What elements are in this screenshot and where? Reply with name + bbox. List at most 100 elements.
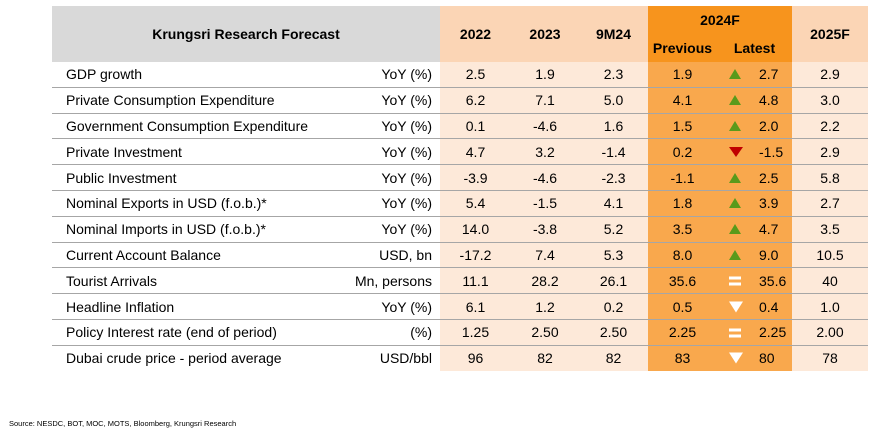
value-previous: 2.25 (648, 319, 717, 346)
latest-cell: -1.5 (717, 138, 792, 166)
latest-cell: 2.7 (717, 62, 792, 88)
unit-label: YoY (%) (347, 113, 440, 140)
value-2025f: 2.2 (792, 113, 868, 140)
value-9m24: 82 (579, 345, 648, 371)
value-2025f: 2.00 (792, 319, 868, 346)
header-row-2: Previous Latest (52, 34, 868, 62)
header-2022: 2022 (440, 6, 511, 62)
value-2025f: 2.9 (792, 62, 868, 88)
latest-cell: 2.0 (717, 113, 792, 140)
indicator-label: Public Investment (52, 164, 347, 191)
value-latest: 2.5 (759, 169, 779, 186)
header-2025f: 2025F (792, 6, 868, 62)
value-9m24: -2.3 (579, 164, 648, 191)
value-latest: 35.6 (759, 272, 787, 289)
unit-label: YoY (%) (347, 138, 440, 166)
value-previous: -1.1 (648, 164, 717, 191)
value-latest: 4.7 (759, 221, 779, 238)
unit-label: Mn, persons (347, 267, 440, 295)
indicator-label: Policy Interest rate (end of period) (52, 319, 347, 346)
value-latest: 80 (759, 350, 775, 367)
value-2023: 28.2 (511, 267, 579, 295)
value-2025f: 2.7 (792, 190, 868, 217)
table-row: Dubai crude price - period average USD/bb… (52, 345, 868, 371)
arrow-down-icon (729, 146, 743, 157)
latest-cell: 4.7 (717, 216, 792, 243)
forecast-table: Krungsri Research Forecast 2022 2023 9M2… (52, 6, 868, 371)
indicator-label: Private Consumption Expenditure (52, 87, 347, 114)
value-2025f: 3.5 (792, 216, 868, 243)
header-2023: 2023 (511, 6, 579, 62)
value-2023: 1.9 (511, 62, 579, 88)
latest-cell: 2.25 (717, 319, 792, 346)
indicator-label: Current Account Balance (52, 242, 347, 269)
table-row: Government Consumption Expenditure YoY (%… (52, 113, 868, 140)
value-latest: 3.9 (759, 195, 779, 212)
value-9m24: 0.2 (579, 293, 648, 320)
value-9m24: 5.0 (579, 87, 648, 114)
table-row: Private Investment YoY (%) 4.7 3.2 -1.4 0.2 -1… (52, 138, 868, 166)
value-latest: 2.0 (759, 117, 779, 134)
table-row: Public Investment YoY (%) -3.9 -4.6 -2.3 -1.1… (52, 164, 868, 191)
value-2025f: 1.0 (792, 293, 868, 320)
value-2023: 82 (511, 345, 579, 371)
indicator-label: Private Investment (52, 138, 347, 166)
value-latest: -1.5 (759, 143, 784, 160)
indicator-label: Nominal Exports in USD (f.o.b.)* (52, 190, 347, 217)
value-previous: 4.1 (648, 87, 717, 114)
value-9m24: 4.1 (579, 190, 648, 217)
value-latest: 9.0 (759, 246, 779, 263)
unit-label: YoY (%) (347, 87, 440, 114)
value-2025f: 5.8 (792, 164, 868, 191)
value-latest: 2.7 (759, 66, 779, 83)
indicator-label: GDP growth (52, 62, 347, 88)
table-row: Tourist Arrivals Mn, persons 11.1 28.2 26.1 3… (52, 267, 868, 295)
value-latest: 4.8 (759, 92, 779, 109)
value-2022: 11.1 (440, 267, 511, 295)
value-2022: 5.4 (440, 190, 511, 217)
table-body: GDP growth YoY (%) 2.5 1.9 2.3 1.9 2.7 2.9 Priva… (52, 62, 868, 371)
value-2023: 2.50 (511, 319, 579, 346)
equal-icon (729, 276, 741, 286)
header-9m24: 9M24 (579, 6, 648, 62)
value-2022: 6.1 (440, 293, 511, 320)
header-2024f: 2024F (648, 6, 792, 34)
value-2025f: 2.9 (792, 138, 868, 166)
value-2022: -17.2 (440, 242, 511, 269)
value-2023: 7.4 (511, 242, 579, 269)
value-latest: 2.25 (759, 324, 787, 341)
value-9m24: 1.6 (579, 113, 648, 140)
value-previous: 0.5 (648, 293, 717, 320)
arrow-up-icon (729, 249, 741, 260)
table-row: Policy Interest rate (end of period) (%) 1… (52, 319, 868, 346)
header-latest: Latest (717, 34, 792, 62)
arrow-up-icon (729, 95, 741, 106)
value-2025f: 3.0 (792, 87, 868, 114)
arrow-up-icon (729, 172, 741, 183)
latest-cell: 3.9 (717, 190, 792, 217)
value-2022: 96 (440, 345, 511, 371)
value-2023: 1.2 (511, 293, 579, 320)
value-9m24: 2.50 (579, 319, 648, 346)
arrow-up-icon (729, 198, 741, 209)
latest-cell: 80 (717, 345, 792, 371)
value-2023: -4.6 (511, 164, 579, 191)
unit-label: YoY (%) (347, 190, 440, 217)
unit-label: YoY (%) (347, 164, 440, 191)
value-previous: 1.8 (648, 190, 717, 217)
indicator-label: Tourist Arrivals (52, 267, 347, 295)
table-row: Private Consumption Expenditure YoY (%) 6.… (52, 87, 868, 114)
value-2022: -3.9 (440, 164, 511, 191)
value-previous: 3.5 (648, 216, 717, 243)
value-9m24: 2.3 (579, 62, 648, 88)
value-2023: -1.5 (511, 190, 579, 217)
unit-label: USD/bbl (379, 350, 432, 367)
value-2023: -3.8 (511, 216, 579, 243)
value-previous: 8.0 (648, 242, 717, 269)
latest-cell: 35.6 (717, 267, 792, 295)
latest-cell: 0.4 (717, 293, 792, 320)
table-row: Nominal Exports in USD (f.o.b.)* YoY (%) 5… (52, 190, 868, 217)
value-2023: 3.2 (511, 138, 579, 166)
value-2023: -4.6 (511, 113, 579, 140)
value-2025f: 78 (792, 345, 868, 371)
